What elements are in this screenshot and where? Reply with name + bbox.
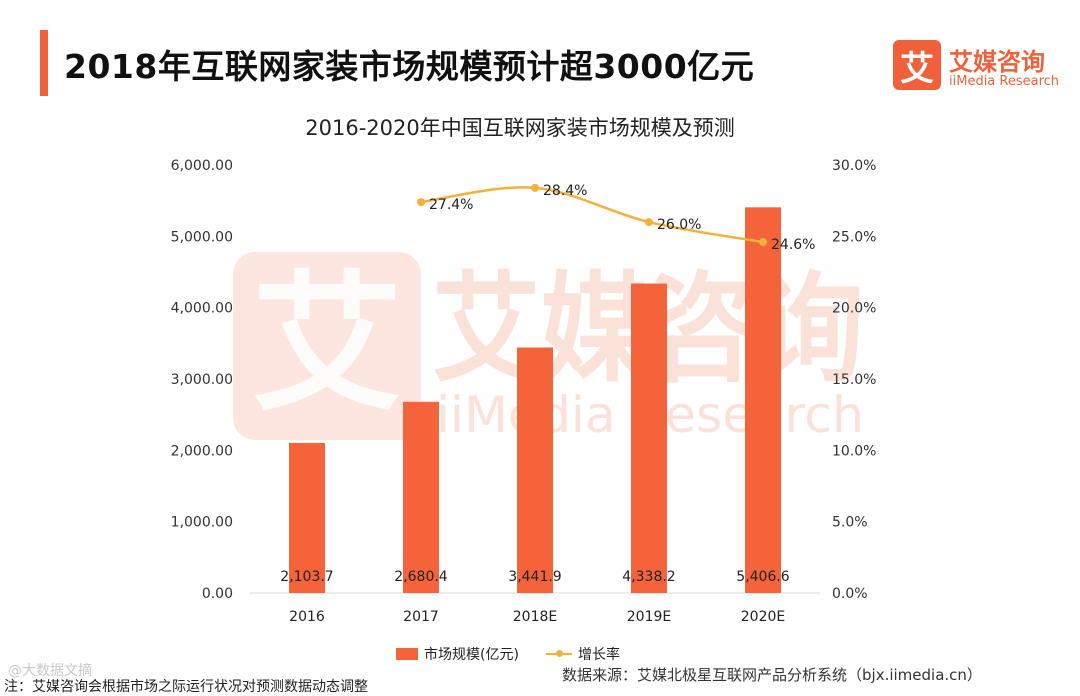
x-axis-tick-label: 2020E xyxy=(741,609,785,625)
right-axis-tick-label: 30.0% xyxy=(832,158,876,174)
bar-2019E xyxy=(631,283,667,593)
title-accent-bar xyxy=(40,30,48,96)
growth-rate-line xyxy=(420,186,764,244)
chart-title: 2016-2020年中国互联网家装市场规模及预测 xyxy=(305,116,735,140)
watermark-logo-box xyxy=(233,252,421,440)
left-axis-tick-label: 5,000.00 xyxy=(171,229,233,245)
left-axis-tick-label: 6,000.00 xyxy=(171,158,233,174)
right-axis-tick-label: 25.0% xyxy=(832,229,876,245)
legend-item-line: 增长率 xyxy=(546,644,620,664)
x-axis-tick-label: 2019E xyxy=(627,609,671,625)
growth-rate-label: 27.4% xyxy=(429,197,473,213)
x-axis-tick-label: 2017 xyxy=(403,609,439,625)
legend-item-bar: 市场规模(亿元) xyxy=(396,644,519,664)
bar-data-label: 5,406.6 xyxy=(736,569,790,585)
corner-watermark: @大数据文摘 xyxy=(8,663,92,679)
left-axis-tick-label: 2,000.00 xyxy=(171,443,233,459)
legend-line-swatch xyxy=(546,650,572,657)
bar-2017 xyxy=(403,401,439,593)
growth-rate-label: 26.0% xyxy=(657,217,701,233)
bar-data-label: 3,441.9 xyxy=(508,569,561,585)
legend-bar-swatch xyxy=(396,648,418,660)
right-axis-tick-label: 15.0% xyxy=(832,372,876,388)
growth-rate-label: 28.4% xyxy=(543,183,587,199)
page-headline: 2018年互联网家装市场规模预计超3000亿元 xyxy=(64,47,755,86)
footnote: 注：艾媒咨询会根据市场之际运行状况对预测数据动态调整 xyxy=(4,679,368,695)
bar-data-label: 2,680.4 xyxy=(394,569,448,585)
growth-rate-point xyxy=(417,198,425,207)
right-axis-tick-label: 10.0% xyxy=(832,443,876,459)
bar-2016 xyxy=(289,442,325,593)
legend-bar-label: 市场规模(亿元) xyxy=(424,647,519,663)
right-axis-tick-label: 5.0% xyxy=(832,515,868,531)
bar-data-label: 2,103.7 xyxy=(280,569,333,585)
legend-line-label: 增长率 xyxy=(578,647,620,663)
bar-2018E xyxy=(517,347,553,593)
right-axis-tick-label: 20.0% xyxy=(832,301,876,317)
growth-rate-point xyxy=(531,183,539,192)
brand-logo: 艾 艾媒咨询 iiMedia Research xyxy=(893,40,1063,96)
logo-name-en: iiMedia Research xyxy=(949,74,1060,89)
left-axis-tick-label: 0.00 xyxy=(202,586,233,602)
watermark-logo-char: 艾 xyxy=(252,258,402,432)
right-axis-tick-label: 0.0% xyxy=(832,586,868,602)
x-axis-tick-label: 2016 xyxy=(289,609,325,625)
bar-2020E xyxy=(745,207,781,593)
left-axis-tick-label: 3,000.00 xyxy=(171,372,233,388)
x-axis-tick-label: 2018E xyxy=(513,609,557,625)
left-axis-tick-label: 4,000.00 xyxy=(171,301,233,317)
bar-data-label: 4,338.2 xyxy=(622,569,675,585)
logo-name-cn: 艾媒咨询 xyxy=(949,48,1045,76)
growth-rate-point xyxy=(645,218,653,227)
logo-mark: 艾 xyxy=(893,40,941,90)
growth-rate-label: 24.6% xyxy=(771,237,815,253)
data-source: 数据来源：艾媒北极星互联网产品分析系统（bjx.iimedia.cn） xyxy=(562,666,982,684)
left-axis-tick-label: 1,000.00 xyxy=(171,515,233,531)
growth-rate-point xyxy=(759,238,767,247)
